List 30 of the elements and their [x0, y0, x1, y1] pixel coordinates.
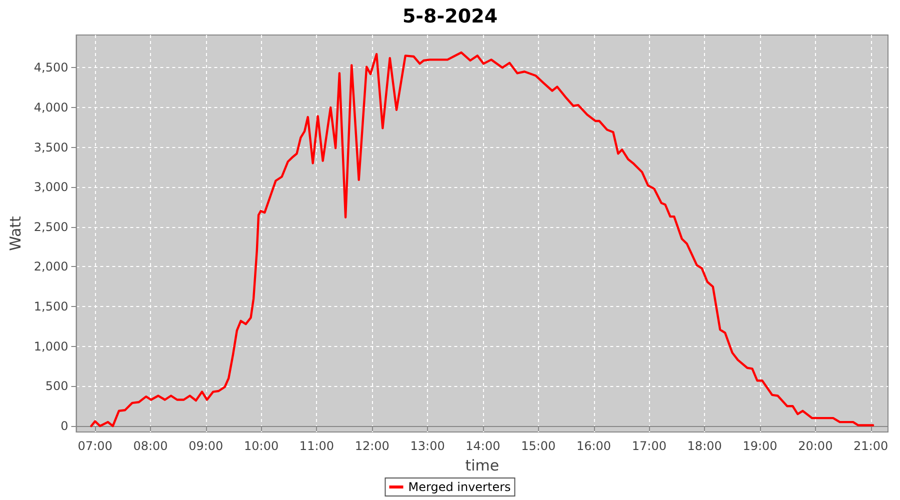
x-tick-label: 08:00: [133, 439, 168, 453]
x-tick-label: 07:00: [78, 439, 112, 453]
x-tick-label: 16:00: [576, 439, 612, 453]
y-tick-label: 2,500: [34, 220, 68, 234]
y-tick-label: 1,000: [34, 339, 68, 354]
x-tick-label: 15:00: [521, 439, 556, 453]
x-tick-label: 10:00: [244, 439, 279, 453]
y-tick-label: 4,500: [34, 60, 68, 75]
y-tick-label: 1,500: [34, 300, 68, 314]
chart-title: 5-8-2024: [402, 6, 498, 28]
y-tick-label: 3,000: [34, 180, 68, 194]
x-tick-label: 18:00: [687, 439, 722, 453]
y-axis-title: Watt: [6, 216, 24, 251]
x-tick-label: 17:00: [632, 439, 666, 453]
x-tick-label: 11:00: [299, 439, 334, 453]
x-tick-label: 14:00: [466, 439, 500, 453]
legend-label: Merged inverters: [408, 480, 511, 494]
x-tick-label: 09:00: [188, 439, 224, 453]
x-axis-title: time: [465, 456, 500, 474]
x-tick-label: 12:00: [354, 439, 390, 453]
y-tick-label: 2,000: [34, 260, 68, 274]
y-tick-label: 3,500: [34, 140, 68, 154]
x-tick-label: 13:00: [410, 439, 445, 453]
x-tick-label: 19:00: [742, 439, 778, 453]
x-tick-label: 21:00: [854, 439, 888, 453]
line-series: [90, 51, 874, 428]
y-tick-label: 500: [45, 379, 68, 394]
y-tick-label: 0: [60, 419, 68, 434]
x-tick-label: 20:00: [798, 439, 833, 453]
y-tick-label: 4,000: [34, 100, 68, 114]
